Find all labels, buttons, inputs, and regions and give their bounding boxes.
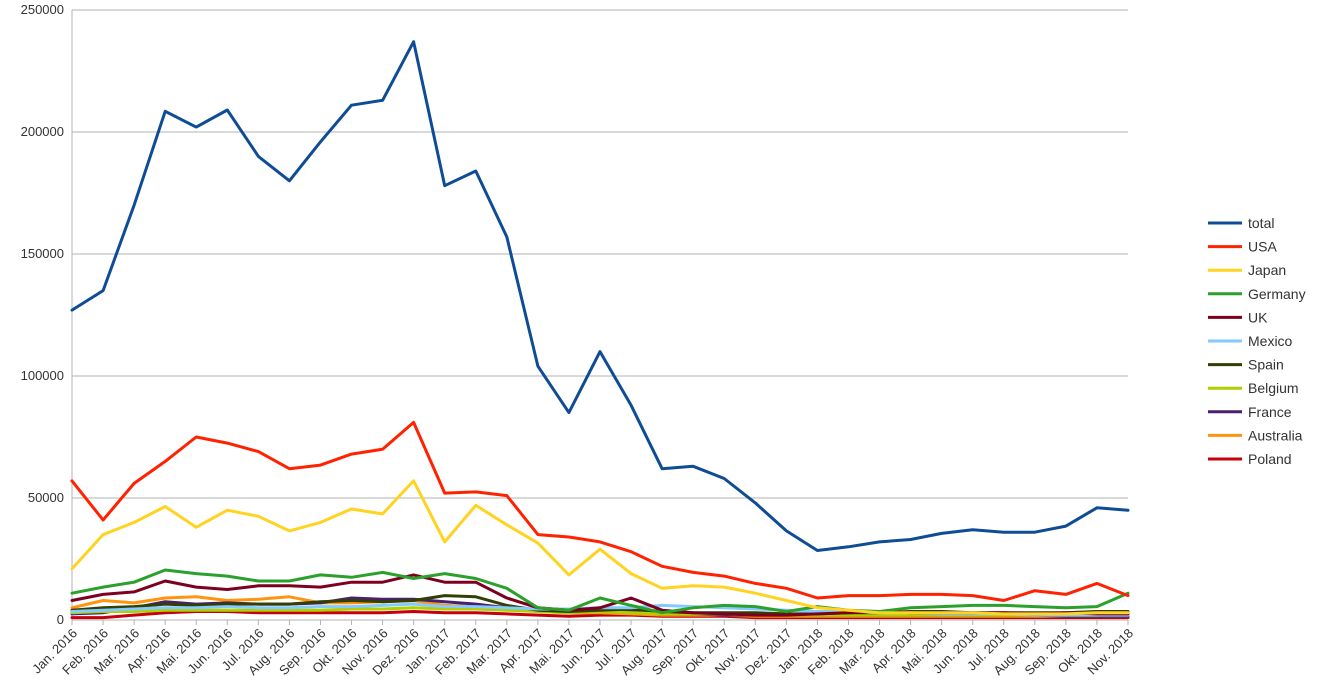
legend-label-france: France xyxy=(1248,404,1292,420)
series-line-total xyxy=(70,40,1130,552)
legend-label-germany: Germany xyxy=(1248,286,1306,302)
legend-label-usa: USA xyxy=(1248,239,1277,255)
y-tick-label: 50000 xyxy=(28,490,64,505)
legend-label-australia: Australia xyxy=(1248,427,1303,443)
gridlines xyxy=(72,9,1128,621)
legend-label-belgium: Belgium xyxy=(1248,380,1299,396)
legend-label-total: total xyxy=(1248,215,1274,231)
legend-label-mexico: Mexico xyxy=(1248,333,1293,349)
legend-label-poland: Poland xyxy=(1248,451,1292,467)
series-line-usa xyxy=(70,420,1130,602)
y-tick-label: 200000 xyxy=(21,124,64,139)
y-tick-label: 0 xyxy=(57,612,64,627)
series-line-germany xyxy=(70,568,1130,615)
y-tick-label: 100000 xyxy=(21,368,64,383)
legend-label-spain: Spain xyxy=(1248,357,1284,373)
y-tick-label: 250000 xyxy=(21,2,64,17)
y-tick-label: 150000 xyxy=(21,246,64,261)
series-lines xyxy=(70,40,1130,620)
legend-label-uk: UK xyxy=(1248,309,1268,325)
series-line-japan xyxy=(70,479,1130,616)
legend: total USA Japan Germany UK Mexico Spain Belgium… xyxy=(1208,215,1306,467)
legend-label-japan: Japan xyxy=(1248,262,1286,278)
